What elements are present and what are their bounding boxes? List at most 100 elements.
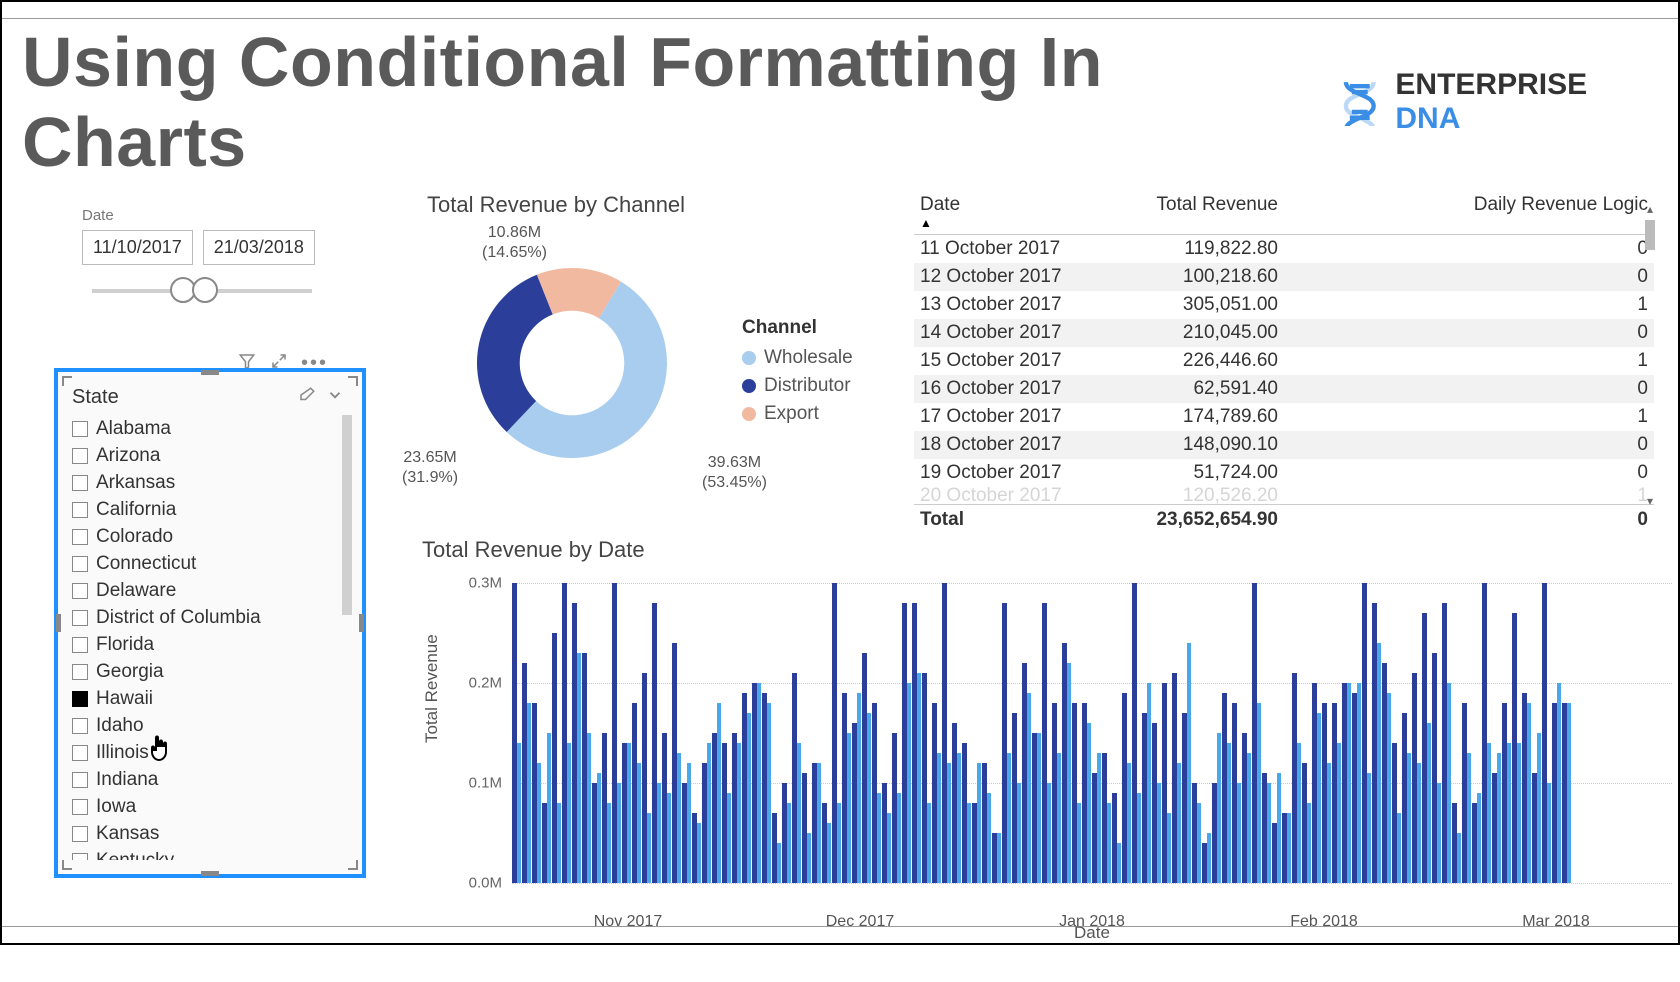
bar-pair[interactable]	[1222, 693, 1231, 883]
bar-pair[interactable]	[522, 663, 531, 883]
bar-pair[interactable]	[1262, 773, 1271, 883]
bar-pair[interactable]	[1152, 723, 1161, 883]
checkbox[interactable]	[72, 853, 88, 861]
bar-pair[interactable]	[1382, 663, 1391, 883]
col-logic[interactable]: Daily Revenue Logic	[1284, 192, 1654, 235]
bar-pair[interactable]	[1112, 793, 1121, 883]
state-item[interactable]: Idaho	[72, 712, 352, 739]
bar-pair[interactable]	[712, 703, 721, 883]
checkbox[interactable]	[72, 799, 88, 815]
table-row[interactable]: 16 October 2017 62,591.40 0	[914, 375, 1654, 403]
state-item[interactable]: Kentucky	[72, 847, 352, 860]
state-slicer[interactable]: State AlabamaArizonaArkansasCaliforniaCo…	[54, 368, 366, 878]
state-item[interactable]: Illinois	[72, 739, 352, 766]
bar-pair[interactable]	[612, 583, 621, 883]
bar-pair[interactable]	[1172, 673, 1181, 883]
table-row[interactable]: 18 October 2017 148,090.10 0	[914, 431, 1654, 459]
bar-pair[interactable]	[992, 833, 1001, 883]
bar-pair[interactable]	[982, 763, 991, 883]
bar-pair[interactable]	[1032, 733, 1041, 883]
checkbox[interactable]	[72, 583, 88, 599]
table-row[interactable]: 11 October 2017 119,822.80 0	[914, 235, 1654, 264]
checkbox[interactable]	[72, 448, 88, 464]
bar-pair[interactable]	[832, 583, 841, 883]
bar-pair[interactable]	[1432, 653, 1441, 883]
bar-pair[interactable]	[592, 773, 601, 883]
bar-pair[interactable]	[1302, 763, 1311, 883]
bar-pair[interactable]	[1522, 693, 1531, 883]
bar-pair[interactable]	[1162, 683, 1171, 883]
bar-pair[interactable]	[1472, 793, 1481, 883]
bar-pair[interactable]	[512, 583, 521, 883]
bar-pair[interactable]	[1422, 613, 1431, 883]
bar-pair[interactable]	[1562, 703, 1571, 883]
bar-pair[interactable]	[1502, 703, 1511, 883]
bar-pair[interactable]	[632, 703, 641, 883]
scrollbar[interactable]	[342, 415, 352, 615]
state-item[interactable]: California	[72, 496, 352, 523]
bar-pair[interactable]	[542, 733, 551, 883]
bar-pair[interactable]	[1212, 733, 1221, 883]
table-row[interactable]: 19 October 2017 51,724.00 0	[914, 459, 1654, 487]
state-item[interactable]: Arizona	[72, 442, 352, 469]
donut-chart[interactable]: 39.63M(53.45%)23.65M(31.9%)10.86M(14.65%…	[442, 233, 702, 493]
bar-pair[interactable]	[602, 733, 611, 883]
bar-pair[interactable]	[642, 673, 651, 883]
bar-pair[interactable]	[752, 683, 761, 883]
checkbox[interactable]	[72, 691, 88, 707]
bar-pair[interactable]	[1002, 603, 1011, 883]
bar-pair[interactable]	[1242, 733, 1251, 883]
bar-pair[interactable]	[692, 813, 701, 883]
bar-pair[interactable]	[1402, 713, 1411, 883]
state-item[interactable]: Colorado	[72, 523, 352, 550]
bar-pair[interactable]	[912, 603, 921, 883]
bar-pair[interactable]	[862, 653, 871, 883]
date-to-input[interactable]: 21/03/2018	[203, 230, 315, 265]
bar-pair[interactable]	[932, 703, 941, 883]
state-item[interactable]: Connecticut	[72, 550, 352, 577]
bar-pair[interactable]	[1192, 783, 1201, 883]
bar-pair[interactable]	[1362, 583, 1371, 883]
bar-pair[interactable]	[1282, 813, 1291, 883]
bar-pair[interactable]	[1272, 773, 1281, 883]
legend-item[interactable]: Export	[742, 403, 853, 425]
bar-pair[interactable]	[732, 733, 741, 883]
legend-item[interactable]: Distributor	[742, 375, 853, 397]
bar-pair[interactable]	[822, 803, 831, 883]
state-item[interactable]: Kansas	[72, 820, 352, 847]
bar-pair[interactable]	[1102, 753, 1111, 883]
bar-pair[interactable]	[1092, 753, 1101, 883]
bar-pair[interactable]	[1552, 683, 1561, 883]
state-item[interactable]: Alabama	[72, 415, 352, 442]
bar-pair[interactable]	[1142, 683, 1151, 883]
bar-pair[interactable]	[962, 743, 971, 883]
bar-pair[interactable]	[1372, 603, 1381, 883]
state-list[interactable]: AlabamaArizonaArkansasCaliforniaColorado…	[72, 415, 352, 860]
bar-pair[interactable]	[1012, 713, 1021, 883]
table-scrollbar[interactable]: ▴ ▾	[1642, 202, 1658, 512]
bar-pair[interactable]	[972, 763, 981, 883]
checkbox[interactable]	[72, 826, 88, 842]
bar-pair[interactable]	[1392, 743, 1401, 883]
bar-pair[interactable]	[1182, 643, 1191, 883]
bar-pair[interactable]	[1072, 703, 1081, 883]
bar-pair[interactable]	[772, 813, 781, 883]
bar-pair[interactable]	[572, 603, 581, 883]
bar-pair[interactable]	[792, 673, 801, 883]
bar-pair[interactable]	[1462, 703, 1471, 883]
eraser-icon[interactable]	[298, 386, 316, 409]
table-row[interactable]: 17 October 2017 174,789.60 1	[914, 403, 1654, 431]
revenue-table[interactable]: Date▲ Total Revenue Daily Revenue Logic …	[914, 192, 1654, 534]
bar-pair[interactable]	[702, 743, 711, 883]
bar-pair[interactable]	[1082, 703, 1091, 883]
checkbox[interactable]	[72, 502, 88, 518]
state-item[interactable]: Arkansas	[72, 469, 352, 496]
bar-pair[interactable]	[1312, 683, 1321, 883]
bar-pair[interactable]	[812, 763, 821, 883]
bar-pair[interactable]	[1512, 613, 1521, 883]
checkbox[interactable]	[72, 664, 88, 680]
bar-pair[interactable]	[1202, 833, 1211, 883]
bar-pair[interactable]	[1292, 673, 1301, 883]
bar-pair[interactable]	[1412, 673, 1421, 883]
bar-pair[interactable]	[662, 733, 671, 883]
